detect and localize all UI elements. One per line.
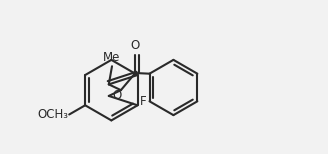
- Text: O: O: [131, 39, 140, 52]
- Text: O: O: [112, 89, 121, 102]
- Text: F: F: [140, 95, 147, 108]
- Text: Me: Me: [103, 51, 121, 64]
- Text: OCH₃: OCH₃: [37, 108, 68, 121]
